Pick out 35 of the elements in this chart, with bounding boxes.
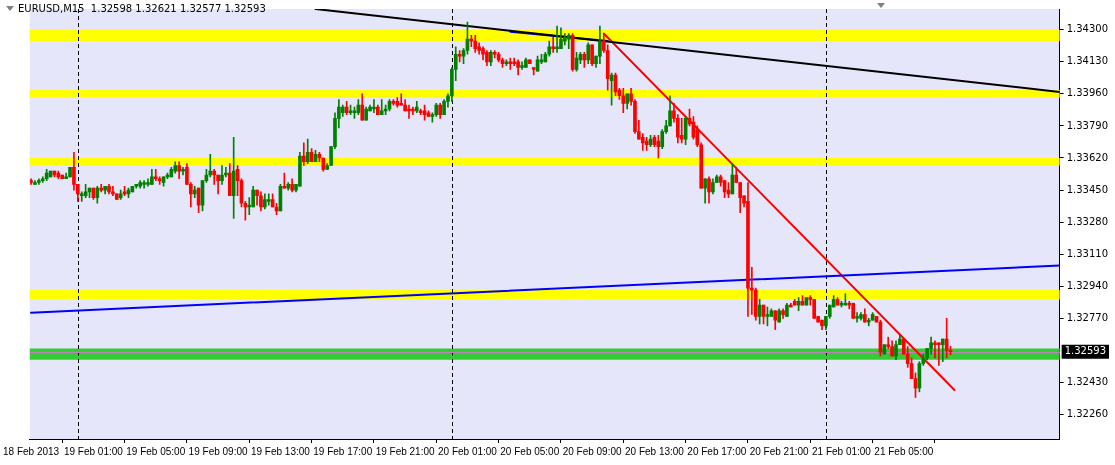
chart-title: EURUSD,M15 1.32598 1.32621 1.32577 1.32593 [18,3,266,14]
x-tick-label: 20 Feb 01:00 [437,445,498,457]
y-tick-label: 1.32430 [1066,376,1109,388]
x-tick-label: 19 Feb 05:00 [126,445,186,457]
y-tick-label: 1.33450 [1066,183,1109,195]
x-tick-label: 20 Feb 17:00 [687,445,747,457]
x-tick-label: 19 Feb 21:00 [375,445,436,457]
y-tick-label: 1.32770 [1066,311,1109,323]
candlestick [508,57,513,70]
candlestick [266,193,271,206]
y-tick-label: 1.33620 [1066,151,1109,163]
y-tick-label: 1.33280 [1066,215,1109,227]
x-tick-label: 19 Feb 13:00 [250,445,311,457]
x-tick-label: 21 Feb 01:00 [812,445,872,457]
y-tick-label: 1.33790 [1066,119,1109,131]
y-tick-label: 1.32940 [1066,279,1109,291]
y-tick-label: 1.34130 [1066,55,1109,67]
y-tick-label: 1.33110 [1066,247,1109,259]
candlestick [212,168,217,185]
x-tick-label: 21 Feb 05:00 [874,445,934,457]
x-tick-label: 20 Feb 21:00 [749,445,810,457]
x-tick-label: 18 Feb 2013 [3,445,60,457]
x-tick-label: 19 Feb 01:00 [63,445,124,457]
y-tick-label: 1.34300 [1066,23,1109,35]
candlestick [551,36,555,53]
x-tick-label: 20 Feb 05:00 [500,445,560,457]
candlestick [679,118,684,144]
y-tick-label: 1.33960 [1066,87,1109,99]
ref-line-label: 1.32593 [1064,345,1107,357]
x-tick-label: 20 Feb 13:00 [624,445,685,457]
y-tick-label: 1.32260 [1066,408,1109,420]
x-tick-label: 19 Feb 09:00 [188,445,248,457]
x-tick-label: 20 Feb 09:00 [562,445,623,457]
candlestick [555,25,559,53]
x-tick-label: 19 Feb 17:00 [313,445,373,457]
